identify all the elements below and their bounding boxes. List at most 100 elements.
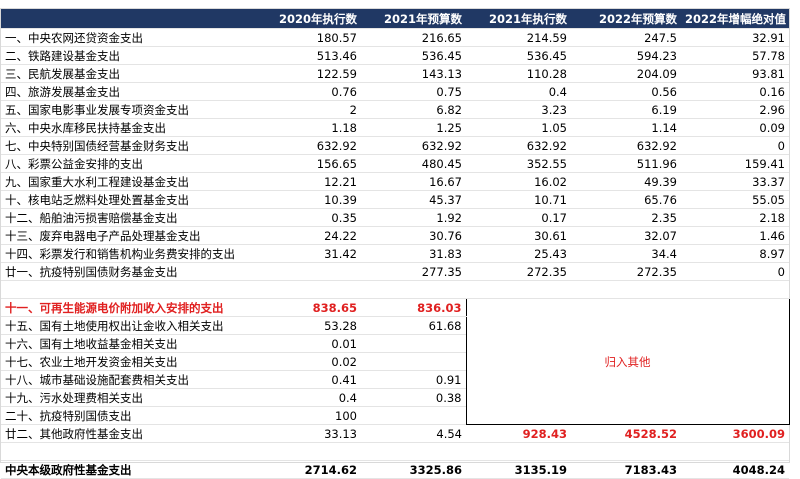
header-blank xyxy=(1,9,256,29)
value-cell: 4048.24 xyxy=(681,460,789,479)
value-cell: 3135.19 xyxy=(466,460,571,479)
value-cell: 24.22 xyxy=(256,226,361,245)
value-cell: 216.65 xyxy=(361,28,466,47)
value-cell: 65.76 xyxy=(571,190,681,209)
value-cell: 632.92 xyxy=(466,136,571,155)
value-cell: 0.09 xyxy=(681,118,789,137)
value-cell: 2.35 xyxy=(571,208,681,227)
value-cell: 31.83 xyxy=(361,244,466,263)
empty-cell xyxy=(466,442,571,461)
value-cell xyxy=(361,352,466,371)
value-cell: 45.37 xyxy=(361,190,466,209)
value-cell: 214.59 xyxy=(466,28,571,47)
empty-cell xyxy=(571,442,681,461)
value-cell: 100 xyxy=(256,406,361,425)
value-cell: 480.45 xyxy=(361,154,466,173)
data-row: 十、核电站乏燃料处理处置基金支出 10.39 45.37 10.71 65.76 55.0… xyxy=(1,190,789,209)
value-cell xyxy=(361,406,466,425)
value-cell: 0.56 xyxy=(571,82,681,101)
value-cell: 536.45 xyxy=(361,46,466,65)
label-cell: 十八、城市基础设施配套费相关支出 xyxy=(1,370,256,389)
empty-cell xyxy=(571,280,681,299)
value-cell: 16.67 xyxy=(361,172,466,191)
value-cell xyxy=(256,262,361,281)
label-cell: 一、中央农网还贷资金支出 xyxy=(1,28,256,47)
data-row: 廿一、抗疫特别国债财务基金支出 277.35 272.35 272.35 0 xyxy=(1,262,789,281)
value-cell: 32.91 xyxy=(681,28,789,47)
value-cell: 3.23 xyxy=(466,100,571,119)
value-cell: 0.41 xyxy=(256,370,361,389)
value-cell: 3600.09 xyxy=(681,424,789,443)
value-cell: 277.35 xyxy=(361,262,466,281)
label-cell: 十三、废弃电器电子产品处理基金支出 xyxy=(1,226,256,245)
value-cell: 1.18 xyxy=(256,118,361,137)
value-cell: 836.03 xyxy=(361,298,466,317)
value-cell: 511.96 xyxy=(571,154,681,173)
value-cell: 272.35 xyxy=(571,262,681,281)
value-cell: 156.65 xyxy=(256,154,361,173)
value-cell: 928.43 xyxy=(466,424,571,443)
value-cell: 1.25 xyxy=(361,118,466,137)
value-cell: 4528.52 xyxy=(571,424,681,443)
label-cell: 中央本级政府性基金支出 xyxy=(1,460,256,479)
data-row: 九、国家重大水利工程建设基金支出 12.21 16.67 16.02 49.39 33.3… xyxy=(1,172,789,191)
total-row: 中央本级政府性基金支出 2714.62 3325.86 3135.19 7183.43 4… xyxy=(1,460,789,479)
column-header: 2020年执行数 xyxy=(256,9,361,29)
data-row: 廿二、其他政府性基金支出 33.13 4.54 928.43 4528.52 3600.0… xyxy=(1,424,789,443)
value-cell: 159.41 xyxy=(681,154,789,173)
label-cell: 十一、可再生能源电价附加收入安排的支出 xyxy=(1,298,256,317)
value-cell: 49.39 xyxy=(571,172,681,191)
label-cell: 十、核电站乏燃料处理处置基金支出 xyxy=(1,190,256,209)
column-header: 2021年预算数 xyxy=(361,9,466,29)
value-cell: 57.78 xyxy=(681,46,789,65)
label-cell: 十四、彩票发行和销售机构业务费安排的支出 xyxy=(1,244,256,263)
label-cell: 五、国家电影事业发展专项资金支出 xyxy=(1,100,256,119)
value-cell: 272.35 xyxy=(466,262,571,281)
value-cell: 0.91 xyxy=(361,370,466,389)
label-cell: 十七、农业土地开发资金相关支出 xyxy=(1,352,256,371)
value-cell: 632.92 xyxy=(361,136,466,155)
value-cell: 0.01 xyxy=(256,334,361,353)
value-cell: 8.97 xyxy=(681,244,789,263)
table-container: 2020年执行数 2021年预算数 2021年执行数 2022年预算数 2022年增幅绝… xyxy=(0,8,790,479)
data-row: 八、彩票公益金安排的支出 156.65 480.45 352.55 511.96 159.… xyxy=(1,154,789,173)
data-row: 十三、废弃电器电子产品处理基金支出 24.22 30.76 30.61 32.07 1.4… xyxy=(1,226,789,245)
data-row: 七、中央特别国债经营基金财务支出 632.92 632.92 632.92 632.92… xyxy=(1,136,789,155)
value-cell: 0.76 xyxy=(256,82,361,101)
value-cell: 180.57 xyxy=(256,28,361,47)
label-cell: 十二、船舶油污损害赔偿基金支出 xyxy=(1,208,256,227)
value-cell xyxy=(361,334,466,353)
value-cell: 0.75 xyxy=(361,82,466,101)
data-row: 十四、彩票发行和销售机构业务费安排的支出 31.42 31.83 25.43 34.4 8… xyxy=(1,244,789,263)
value-cell: 1.14 xyxy=(571,118,681,137)
value-cell: 93.81 xyxy=(681,64,789,83)
data-row: 十一、可再生能源电价附加收入安排的支出 838.65 836.03 归入其他 xyxy=(1,298,790,425)
value-cell: 0.02 xyxy=(256,352,361,371)
value-cell: 30.76 xyxy=(361,226,466,245)
value-cell: 0.4 xyxy=(256,388,361,407)
value-cell: 0.38 xyxy=(361,388,466,407)
value-cell: 513.46 xyxy=(256,46,361,65)
value-cell: 110.28 xyxy=(466,64,571,83)
value-cell: 247.5 xyxy=(571,28,681,47)
value-cell: 53.28 xyxy=(256,316,361,335)
data-row: 十二、船舶油污损害赔偿基金支出 0.35 1.92 0.17 2.35 2.18 xyxy=(1,208,789,227)
value-cell: 2.96 xyxy=(681,100,789,119)
empty-cell xyxy=(1,442,256,461)
data-row: 三、民航发展基金支出 122.59 143.13 110.28 204.09 93.81 xyxy=(1,64,789,83)
value-cell: 6.19 xyxy=(571,100,681,119)
value-cell: 33.37 xyxy=(681,172,789,191)
value-cell: 10.39 xyxy=(256,190,361,209)
data-row: 十五、国有土地使用权出让金收入相关支出 53.28 61.68 xyxy=(1,316,789,335)
value-cell: 30.61 xyxy=(466,226,571,245)
data-row: 四、旅游发展基金支出 0.76 0.75 0.4 0.56 0.16 xyxy=(1,82,789,101)
data-row: 十八、城市基础设施配套费相关支出 0.41 0.91 xyxy=(1,370,789,389)
label-cell: 二十、抗疫特别国债支出 xyxy=(1,406,256,425)
data-row: 六、中央水库移民扶持基金支出 1.18 1.25 1.05 1.14 0.09 xyxy=(1,118,789,137)
data-row: 一、中央农网还贷资金支出 180.57 216.65 214.59 247.5 32.91 xyxy=(1,28,789,47)
value-cell: 0.4 xyxy=(466,82,571,101)
data-row: 五、国家电影事业发展专项资金支出 2 6.82 3.23 6.19 2.96 xyxy=(1,100,789,119)
page: 2020年执行数 2021年预算数 2021年执行数 2022年预算数 2022年增幅绝… xyxy=(0,8,790,479)
data-row: 二十、抗疫特别国债支出 100 xyxy=(1,406,789,425)
value-cell: 61.68 xyxy=(361,316,466,335)
